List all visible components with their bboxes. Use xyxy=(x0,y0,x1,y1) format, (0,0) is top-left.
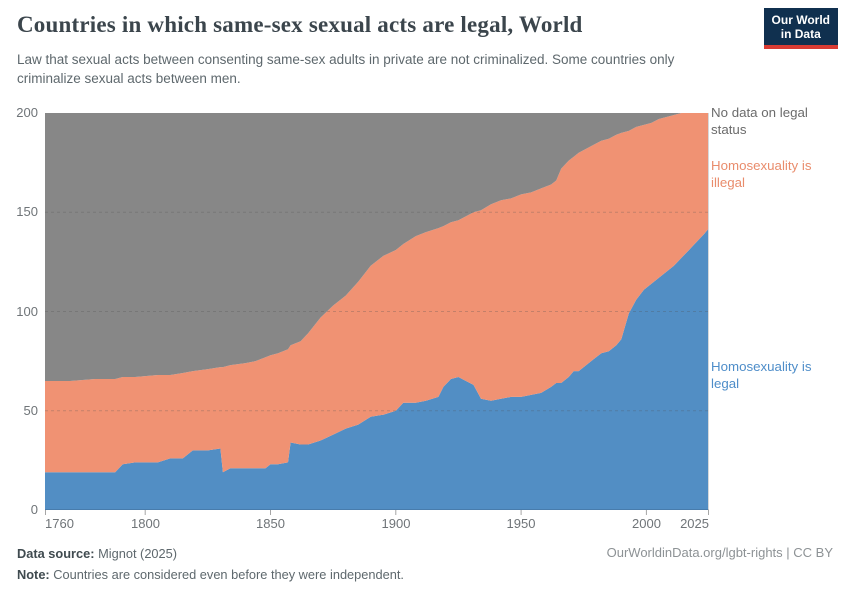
y-tick-label: 150 xyxy=(16,204,38,219)
legend-item-no-data[interactable]: No data on legal status xyxy=(711,105,808,137)
data-source-label: Data source: xyxy=(17,546,95,561)
owid-logo[interactable]: Our World in Data xyxy=(763,8,838,49)
x-tick-label: 1850 xyxy=(256,516,285,531)
note-label: Note: xyxy=(17,567,50,582)
stacked-area-plot[interactable] xyxy=(45,113,709,516)
x-tick-label: 1800 xyxy=(131,516,160,531)
note-value: Countries are considered even before the… xyxy=(53,567,404,582)
x-tick-label: 1760 xyxy=(45,516,74,531)
note-line: Note: Countries are considered even befo… xyxy=(17,564,404,585)
page-title: Countries in which same-sex sexual acts … xyxy=(17,12,583,37)
data-source-value: Mignot (2025) xyxy=(98,546,178,561)
x-tick-label: 1950 xyxy=(506,516,536,531)
x-tick-label: 1900 xyxy=(381,516,411,531)
chart-subtitle: Law that sexual acts between consenting … xyxy=(17,52,675,86)
y-tick-label: 200 xyxy=(16,105,38,120)
owid-logo-line2: in Data xyxy=(780,27,821,41)
area-legal xyxy=(45,228,709,510)
y-tick-label: 100 xyxy=(16,304,38,319)
citation-link[interactable]: OurWorldinData.org/lgbt-rights | CC BY xyxy=(606,545,833,560)
legend-item-legal[interactable]: Homosexuality is legal xyxy=(711,359,812,391)
owid-logo-line1: Our World xyxy=(771,13,830,27)
area-illegal xyxy=(45,113,709,473)
y-tick-label: 50 xyxy=(23,403,38,418)
legend-item-illegal[interactable]: Homosexuality is illegal xyxy=(711,158,812,190)
x-tick-label: 2000 xyxy=(632,516,661,531)
y-tick-label: 0 xyxy=(30,502,38,517)
x-tick-label: 2025 xyxy=(680,516,709,531)
footer-notes: Data source: Mignot (2025) Note: Countri… xyxy=(17,543,404,585)
area-no-data xyxy=(45,113,709,381)
data-source-line: Data source: Mignot (2025) xyxy=(17,543,404,564)
